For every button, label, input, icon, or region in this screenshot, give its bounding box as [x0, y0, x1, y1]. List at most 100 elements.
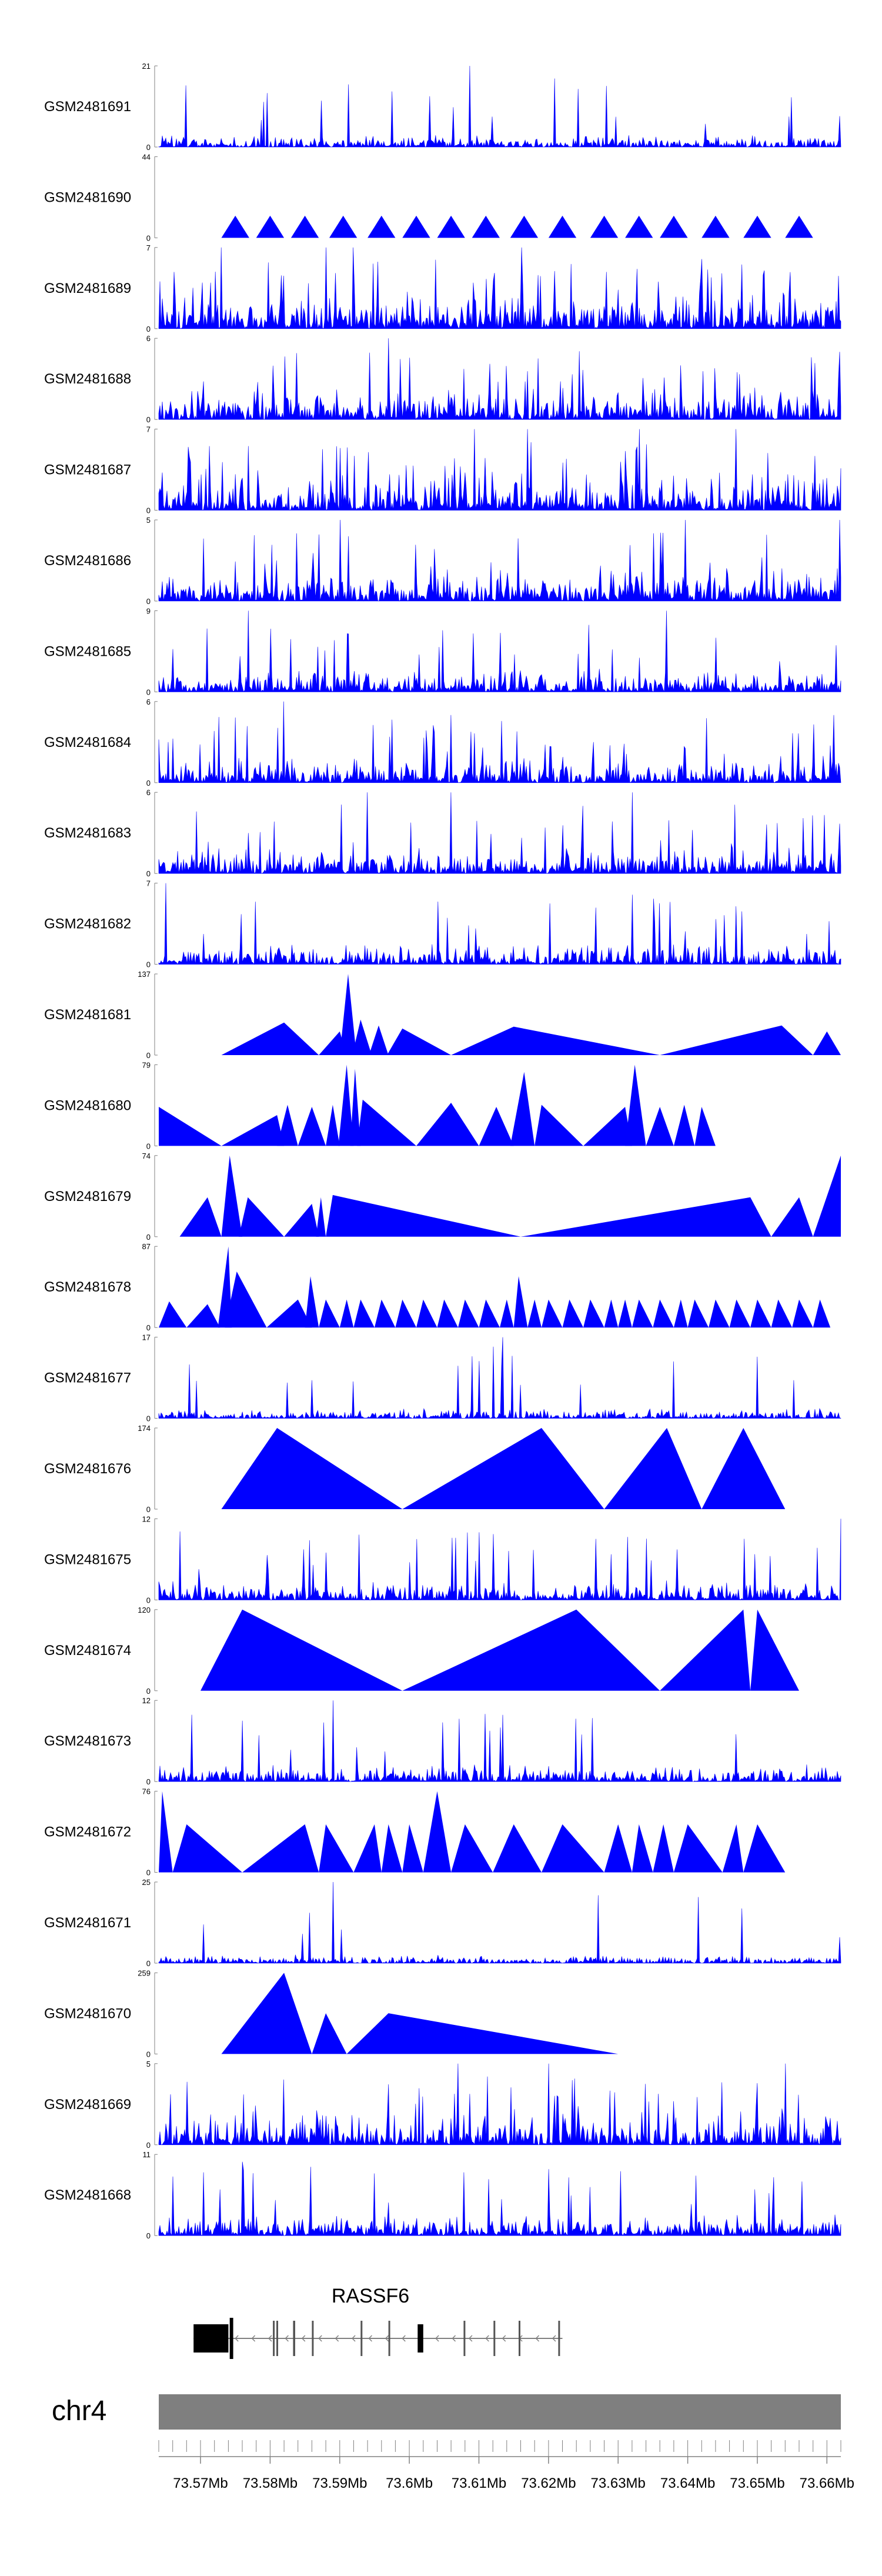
coverage-peak: [242, 1824, 319, 1873]
strand-arrow: [385, 2335, 389, 2342]
track-label: GSM2481677: [44, 1370, 131, 1386]
coverage-peak: [221, 1428, 403, 1509]
coverage-peak: [221, 1155, 242, 1237]
coverage-peak: [201, 1609, 403, 1691]
track-label: GSM2481678: [44, 1279, 131, 1295]
coverage-area: [158, 1881, 841, 1964]
track-GSM2481675: GSM2481675 12 0: [44, 1514, 841, 1604]
coverage-area: [158, 883, 841, 965]
strand-arrow: [268, 2335, 272, 2342]
track-GSM2481682: GSM2481682 7 0: [44, 879, 841, 969]
coverage-peak: [305, 1276, 319, 1328]
track-label: GSM2481679: [44, 1189, 131, 1204]
track-label: GSM2481683: [44, 825, 131, 841]
coverage-peak: [402, 1428, 604, 1509]
y-tick-label-zero: 0: [146, 1414, 151, 1423]
y-tick-label-zero: 0: [146, 1505, 151, 1514]
track-label: GSM2481686: [44, 553, 131, 569]
strand-arrow: [251, 2335, 256, 2342]
coverage-peak: [542, 1824, 604, 1873]
coverage-area: [158, 1519, 841, 1601]
track-label: GSM2481685: [44, 643, 131, 659]
gene-model: [193, 2318, 563, 2359]
coverage-peak: [319, 1824, 354, 1873]
track-label: GSM2481671: [44, 1915, 131, 1931]
coverage-peak: [416, 1299, 437, 1328]
y-tick-label-zero: 0: [146, 1596, 151, 1604]
coverage-area: [158, 701, 841, 783]
coverage-area: [158, 2161, 841, 2237]
coverage-peak: [701, 215, 730, 238]
track-GSM2481677: GSM2481677 17 0: [44, 1333, 841, 1423]
y-tick-label-zero: 0: [146, 1051, 151, 1060]
axis-tick-label: 73.58Mb: [243, 2475, 298, 2491]
coverage-peak: [458, 1299, 479, 1328]
coverage-area: [158, 2063, 841, 2145]
coverage-peak: [374, 1299, 396, 1328]
coverage-peak: [604, 1428, 702, 1509]
coverage-peak: [284, 1203, 319, 1237]
track-label: GSM2481688: [44, 371, 131, 387]
y-tick-label-zero: 0: [146, 1959, 151, 1968]
coverage-peak: [186, 1304, 220, 1328]
gene-track: RASSF6: [193, 2285, 563, 2359]
strand-arrow: [352, 2335, 356, 2342]
strand-arrow: [285, 2335, 289, 2342]
y-tick-label-zero: 0: [146, 1323, 151, 1332]
y-tick-label-max: 7: [146, 425, 151, 434]
track-label: GSM2481668: [44, 2187, 131, 2203]
track-label: GSM2481669: [44, 2097, 131, 2113]
coverage-peak: [221, 1973, 312, 2054]
track-GSM2481668: GSM2481668 11 0: [44, 2150, 841, 2240]
coverage-peak: [500, 1299, 514, 1328]
y-tick-label-max: 12: [142, 1514, 151, 1523]
coverage-peak: [437, 215, 465, 238]
coverage-peak: [179, 1197, 222, 1237]
y-tick-label-zero: 0: [146, 2050, 151, 2058]
track-label: GSM2481681: [44, 1007, 131, 1023]
exon: [273, 2321, 275, 2356]
coverage-peak: [290, 215, 319, 238]
coverage-peak: [813, 1299, 831, 1328]
y-tick-label-max: 6: [146, 698, 151, 706]
coverage-peak: [357, 1099, 416, 1146]
strand-arrow: [552, 2335, 556, 2342]
y-tick-label-zero: 0: [146, 1233, 151, 1242]
track-GSM2481683: GSM2481683 6 0: [44, 788, 841, 878]
strand-arrow: [452, 2335, 456, 2342]
coverage-peak: [451, 1026, 660, 1055]
y-tick-label-max: 44: [142, 152, 151, 161]
axis-tick-label: 73.66Mb: [800, 2475, 854, 2491]
track-GSM2481685: GSM2481685 9 0: [44, 606, 841, 696]
coverage-peak: [395, 1299, 416, 1328]
coverage-peak: [221, 215, 249, 238]
coverage-peak: [562, 1299, 583, 1328]
coverage-peak: [319, 1031, 347, 1055]
coverage-peak: [743, 1824, 786, 1873]
coverage-peak: [326, 1194, 521, 1237]
axis-tick-label: 73.59Mb: [312, 2475, 367, 2491]
track-GSM2481688: GSM2481688 6 0: [44, 334, 841, 424]
y-tick-label-max: 174: [138, 1424, 151, 1433]
coverage-area: [158, 519, 841, 602]
coverage-area: [158, 65, 841, 148]
track-label: GSM2481690: [44, 189, 131, 205]
track-label: GSM2481675: [44, 1551, 131, 1567]
coverage-area: [158, 610, 841, 693]
coverage-peak: [750, 1299, 771, 1328]
track-GSM2481670: GSM2481670 259 0: [44, 1968, 619, 2058]
genomic-axis: 73.57Mb 73.58Mb 73.59Mb 73.6Mb 73.61Mb 73.62M…: [158, 2440, 854, 2491]
chromosome-bar: [159, 2394, 841, 2430]
coverage-peak: [604, 1299, 619, 1328]
y-tick-label-zero: 0: [146, 2141, 151, 2150]
exon: [417, 2324, 423, 2353]
coverage-peak: [437, 1299, 458, 1328]
y-tick-label-zero: 0: [146, 506, 151, 515]
coverage-area: [158, 792, 841, 875]
track-label: GSM2481687: [44, 462, 131, 478]
coverage-peak: [709, 1299, 730, 1328]
y-tick-label-max: 6: [146, 788, 151, 797]
track-GSM2481674: GSM2481674 120 0: [44, 1606, 799, 1696]
coverage-peak: [312, 2013, 347, 2054]
y-tick-label-max: 5: [146, 516, 151, 525]
